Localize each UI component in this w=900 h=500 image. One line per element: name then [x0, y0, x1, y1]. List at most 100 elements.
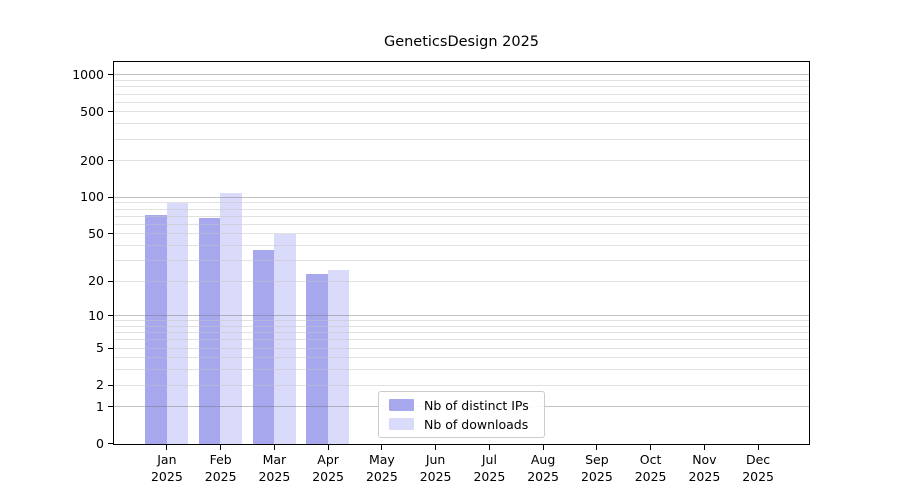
bar-downloads [166, 202, 188, 444]
gridline-minor [114, 138, 809, 140]
x-tick-label-line: 2025 [204, 468, 237, 484]
x-tick [327, 445, 329, 450]
x-tick-label-line: Oct [639, 452, 662, 467]
bar-distinct-ips [198, 218, 221, 444]
gridline-minor [114, 259, 809, 261]
x-tick-label-line: 2025 [688, 468, 721, 484]
bar-distinct-ips [252, 249, 274, 444]
y-tick [108, 406, 113, 408]
y-tick-label: 5 [96, 340, 104, 355]
x-tick-label: Sep 2025 [569, 452, 625, 485]
x-tick-label: Mar 2025 [246, 452, 302, 485]
legend-label-downloads: Nb of downloads [424, 416, 529, 432]
x-tick [488, 445, 490, 450]
x-tick-label-line: 2025 [419, 468, 452, 484]
y-tick-label: 1000 [72, 66, 104, 82]
x-tick [381, 445, 383, 450]
x-tick-label: Jul 2025 [461, 452, 517, 485]
x-tick-label-line: Nov [692, 452, 717, 467]
x-tick-label-line: 2025 [473, 468, 506, 484]
legend-swatch-distinct-ips [389, 399, 414, 411]
x-tick [273, 445, 275, 450]
gridline-major [114, 74, 809, 76]
x-tick [757, 445, 759, 450]
x-tick-label: Nov 2025 [676, 452, 732, 485]
x-tick-label: Apr 2025 [300, 452, 356, 485]
bar-downloads [274, 234, 296, 444]
gridline-minor [114, 86, 809, 88]
chart-title: GeneticsDesign 2025 [383, 34, 540, 50]
y-tick-label: 0 [96, 435, 104, 451]
gridline-minor [114, 223, 809, 225]
y-tick [108, 443, 113, 445]
gridline-minor [114, 80, 809, 82]
x-tick-label: May 2025 [354, 452, 410, 485]
x-tick-label-line: Aug [530, 452, 556, 467]
y-tick [108, 74, 113, 76]
x-tick-label: Oct 2025 [623, 452, 679, 485]
y-tick-label: 1 [96, 398, 104, 414]
x-tick-label-line: Jun [425, 452, 446, 467]
y-tick [108, 233, 113, 235]
gridline-minor [114, 332, 809, 334]
x-tick-label: Feb 2025 [193, 452, 249, 485]
x-tick [596, 445, 598, 450]
gridline-minor [114, 347, 809, 349]
legend-label-distinct-ips: Nb of distinct IPs [424, 397, 529, 413]
y-tick [108, 111, 113, 113]
y-tick-label: 100 [80, 189, 104, 205]
x-tick-label: Jan 2025 [139, 452, 195, 485]
y-tick [108, 347, 113, 349]
x-tick [542, 445, 544, 450]
y-tick [108, 384, 113, 386]
x-tick-label-line: Jul [481, 452, 497, 467]
x-tick-label: Aug 2025 [515, 452, 571, 485]
x-tick-label-line: 2025 [742, 468, 774, 484]
x-tick-label: Jun 2025 [408, 452, 464, 485]
bar-distinct-ips [306, 274, 328, 444]
y-tick [108, 160, 113, 161]
bar-distinct-ips [145, 215, 167, 444]
y-tick-label: 50 [88, 225, 104, 241]
x-tick [650, 445, 652, 450]
x-tick-label-line: Dec [745, 452, 771, 467]
x-tick [166, 445, 168, 450]
y-tick-label: 2 [96, 377, 104, 392]
gridline-minor [114, 245, 809, 246]
x-tick-label-line: Apr [317, 452, 339, 467]
x-tick-label-line: 2025 [150, 468, 183, 484]
gridline-minor [114, 111, 809, 113]
gridline-minor [114, 280, 809, 282]
gridline-minor [114, 369, 809, 371]
legend-item-distinct-ips: Nb of distinct IPs [389, 398, 544, 413]
legend-swatch-downloads [389, 418, 414, 430]
y-tick [108, 315, 113, 317]
legend: Nb of distinct IPs Nb of downloads [378, 391, 545, 438]
x-tick-label-line: Feb [209, 452, 232, 467]
y-tick-label: 20 [88, 273, 104, 289]
x-tick-label-line: Sep [585, 452, 609, 467]
x-tick-label-line: Jan [157, 452, 177, 467]
x-tick-label-line: Mar [262, 452, 287, 467]
bar-downloads [327, 270, 350, 444]
gridline-minor [114, 215, 809, 217]
y-tick-label: 200 [80, 152, 104, 168]
gridline-minor [114, 160, 809, 162]
gridline-minor [114, 320, 809, 322]
gridline-major [114, 196, 809, 198]
x-tick-label-line: 2025 [258, 468, 291, 484]
gridline-minor [114, 202, 809, 204]
gridline-major [114, 315, 809, 317]
plot-area [113, 61, 810, 445]
gridline-minor [114, 101, 809, 103]
bar-downloads [220, 192, 242, 444]
x-tick-label-line: 2025 [527, 468, 559, 484]
y-tick-label: 500 [80, 103, 104, 119]
gridline-minor [114, 233, 809, 235]
y-tick-label: 10 [88, 307, 104, 323]
x-tick-label-line: 2025 [634, 468, 667, 484]
x-tick-label-line: May [368, 452, 395, 467]
gridline-minor [114, 93, 809, 95]
gridline-minor [114, 325, 809, 327]
